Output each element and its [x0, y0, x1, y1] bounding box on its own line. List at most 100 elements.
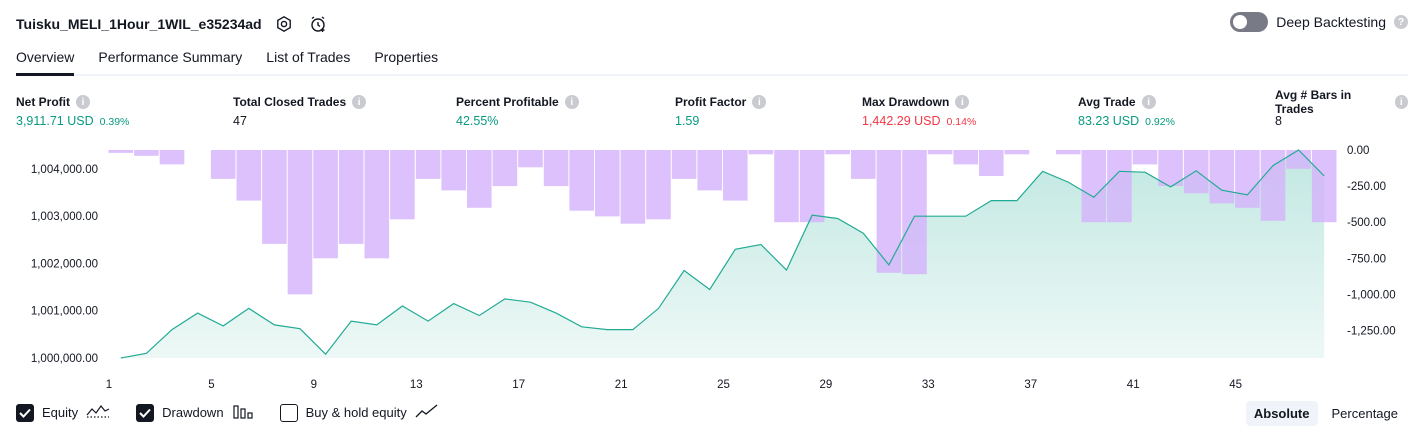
metric-label: Avg Trade [1078, 95, 1136, 109]
info-icon[interactable]: i [1141, 95, 1156, 109]
info-icon[interactable]: i [955, 95, 970, 109]
drawdown-bar [902, 150, 927, 275]
tab-performance-summary[interactable]: Performance Summary [98, 49, 243, 65]
drawdown-bar [390, 150, 415, 220]
x-tick-label: 25 [717, 379, 730, 391]
metric-value: 83.23 USD [1078, 114, 1140, 128]
strategy-header: Tuisku_MELI_1Hour_1WIL_e35234ad [16, 10, 330, 38]
y-right-tick-label: -500.00 [1347, 217, 1386, 229]
metric-profit-factor: Profit Factor i 1.59 [675, 94, 767, 128]
legend-equity[interactable]: Equity [16, 403, 110, 422]
left-axis: 1,000,000.00 1,001,000.00 1,002,000.00 1,00… [31, 164, 98, 365]
metric-avg-trade: Avg Trade i 83.23 USD 0.92% [1078, 94, 1175, 128]
drawdown-bar [1132, 150, 1158, 165]
trend-line-icon [415, 403, 439, 422]
drawdown-bar [492, 150, 518, 187]
x-axis: 1 5 9 13 17 21 25 29 33 37 41 45 [106, 379, 1242, 391]
tab-list-of-trades[interactable]: List of Trades [266, 49, 351, 65]
add-alert-icon[interactable] [306, 12, 330, 36]
equity-area [120, 150, 1325, 358]
legend-buy-hold[interactable]: Buy & hold equity [279, 403, 439, 422]
metric-label: Profit Factor [675, 95, 747, 109]
chart-legend: Equity Drawdown Buy & hold equity [16, 403, 439, 422]
deep-backtesting-toggle[interactable] [1230, 12, 1269, 32]
metric-percent: 0.14% [946, 116, 977, 128]
equity-checkbox[interactable] [16, 403, 34, 422]
drawdown-bar [1311, 150, 1337, 223]
metric-value: 1.59 [675, 114, 700, 128]
drawdown-bar [415, 150, 441, 179]
legend-drawdown-label: Drawdown [162, 405, 224, 420]
drawdown-checkbox[interactable] [136, 403, 155, 422]
drawdown-bar [774, 150, 799, 223]
absolute-button[interactable]: Absolute [1245, 401, 1318, 426]
drawdown-bar [876, 150, 902, 273]
drawdown-bar [671, 150, 697, 179]
x-tick-label: 33 [922, 379, 935, 391]
drawdown-bar [210, 150, 236, 179]
drawdown-bar [748, 150, 774, 155]
drawdown-bar [953, 150, 978, 165]
y-left-tick-label: 1,000,000.00 [31, 353, 98, 365]
metric-percent-profitable: Percent Profitable i 42.55% [456, 94, 579, 128]
metric-value: 1,442.29 USD [862, 114, 941, 128]
info-icon[interactable]: ? [1394, 15, 1408, 29]
y-left-tick-label: 1,003,000.00 [31, 211, 98, 223]
display-mode-switch: Absolute Percentage [1245, 401, 1406, 426]
tab-overview[interactable]: Overview [16, 44, 75, 76]
metric-total-closed-trades: Total Closed Trades i 47 [233, 94, 367, 128]
equity-drawdown-chart[interactable]: 1,000,000.00 1,001,000.00 1,002,000.00 1,00… [0, 140, 1424, 396]
strategy-title: Tuisku_MELI_1Hour_1WIL_e35234ad [16, 16, 262, 32]
legend-equity-label: Equity [42, 405, 79, 420]
info-icon[interactable]: i [352, 95, 367, 109]
drawdown-bars [108, 150, 1337, 295]
equity-line-icon [86, 403, 110, 422]
info-icon[interactable]: i [564, 95, 579, 109]
drawdown-bar [646, 150, 671, 220]
drawdown-bar [518, 150, 543, 168]
drawdown-bar [1260, 150, 1286, 221]
drawdown-bar [1286, 150, 1311, 169]
drawdown-bar [159, 150, 185, 165]
drawdown-bar [620, 150, 646, 224]
report-tabs: Overview Performance Summary List of Tra… [16, 44, 1408, 76]
right-axis: 0.00 -250.00 -500.00 -750.00 -1,000.00 -1,250… [1347, 145, 1396, 338]
metric-label: Avg # Bars in Trades [1275, 88, 1352, 116]
metric-label: Percent Profitable [456, 95, 559, 109]
metric-label: Net Profit [16, 95, 70, 109]
info-icon[interactable]: i [76, 95, 90, 109]
equity-line [120, 149, 1325, 359]
buy-hold-checkbox[interactable] [279, 403, 298, 422]
metric-value: 47 [233, 114, 247, 128]
drawdown-bar [1081, 150, 1107, 223]
drawdown-bar [262, 150, 287, 244]
tab-properties[interactable]: Properties [374, 49, 439, 65]
y-left-tick-label: 1,004,000.00 [31, 164, 98, 176]
drawdown-bar [287, 150, 313, 295]
drawdown-bar [979, 150, 1004, 176]
metric-avg-bars: Avg # Bars in Trades i 8 [1275, 88, 1408, 128]
drawdown-bar [441, 150, 466, 191]
drawdown-bar [543, 150, 569, 187]
x-tick-label: 17 [512, 379, 525, 391]
drawdown-bar [313, 150, 338, 259]
settings-icon[interactable] [272, 12, 296, 36]
x-tick-label: 29 [820, 379, 833, 391]
drawdown-bar [569, 150, 594, 211]
x-tick-label: 37 [1024, 379, 1037, 391]
metric-value: 42.55% [456, 114, 499, 128]
metric-percent: 0.39% [99, 116, 130, 128]
info-icon[interactable]: i [752, 95, 767, 109]
legend-drawdown[interactable]: Drawdown [136, 403, 253, 422]
drawdown-bar [364, 150, 390, 259]
metric-value: 8 [1275, 114, 1282, 128]
x-tick-label: 41 [1127, 379, 1140, 391]
drawdown-bar [467, 150, 492, 208]
percentage-button[interactable]: Percentage [1331, 406, 1399, 421]
drawdown-bar [851, 150, 876, 179]
x-tick-label: 45 [1229, 379, 1242, 391]
info-icon[interactable]: i [1394, 95, 1408, 109]
legend-buy-hold-label: Buy & hold equity [305, 405, 407, 420]
metric-value: 3,911.71 USD [16, 114, 94, 128]
y-left-tick-label: 1,002,000.00 [31, 259, 98, 271]
